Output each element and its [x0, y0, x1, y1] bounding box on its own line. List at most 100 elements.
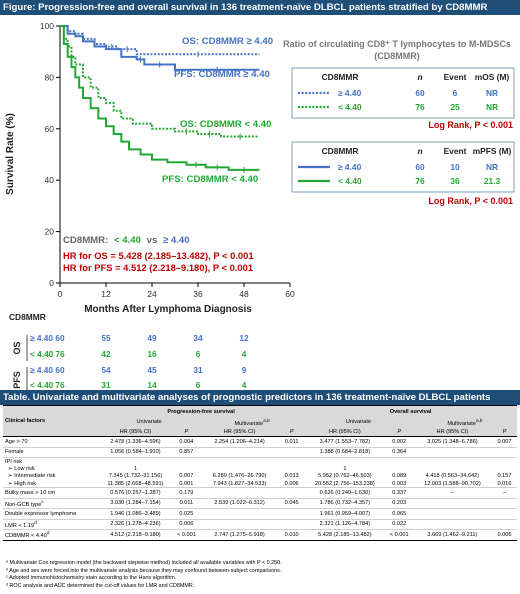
value-cell: 0.016	[492, 480, 517, 489]
value-cell: 1.961 (0.959–4.007)	[304, 508, 386, 520]
legend-cell: 76	[415, 176, 425, 186]
value-cell	[492, 498, 517, 510]
factor-cell: Bulky mass > 10 cm	[3, 487, 99, 499]
legend-cell: NR	[486, 102, 498, 112]
footnote: ᵃ Multivariate Cox regression model (the…	[6, 560, 282, 566]
at-risk-count: 76	[55, 349, 65, 359]
factor-cell: Female	[3, 447, 99, 459]
at-risk-count: 9	[242, 365, 247, 375]
figure-title: Figure: Progression-free and overall sur…	[0, 0, 520, 15]
value-cell	[386, 458, 413, 466]
factor-cell: Non-GCB typec	[3, 498, 99, 510]
value-cell: 0.337	[385, 487, 413, 499]
km-curve-2	[60, 25, 260, 138]
at-risk-count: 4	[242, 349, 247, 359]
value-cell: 7.943 (1.827–34.533)	[199, 480, 280, 489]
th-analysis: Univariate	[98, 418, 200, 428]
value-cell	[173, 458, 200, 466]
at-risk-count: 6	[196, 380, 201, 390]
th-p: P	[385, 427, 413, 438]
value-cell: 3.669 (1.462–9.211)	[412, 529, 493, 541]
at-risk-count: 60	[55, 333, 65, 343]
th-hr: HR (95% CI)	[412, 427, 493, 438]
value-cell: < 0.001	[385, 529, 413, 541]
factor-cell: Double expressor lymphoma	[3, 508, 99, 520]
legend-header: n	[417, 146, 422, 156]
y-tick-label: 100	[40, 21, 54, 31]
value-cell	[492, 447, 517, 459]
value-cell	[492, 458, 517, 466]
factor-cell: LMR < 1.19d	[3, 519, 99, 531]
value-cell: 3.030 (1.284–7.154)	[98, 498, 173, 510]
km-curve-3	[60, 25, 260, 171]
pfs-legend: CD8MMR n Event mPFS (M) ≥ 4.40 60 10 NR < 4.40 76…	[291, 141, 515, 206]
th-p: P	[172, 427, 200, 438]
value-cell: 0.006	[492, 529, 517, 541]
value-cell	[386, 465, 413, 473]
value-cell: 1.056 (0.584–1.910)	[98, 447, 173, 459]
th-p: P	[492, 427, 517, 438]
pfs-log-rank: Log Rank, P < 0.001	[428, 196, 513, 206]
value-cell	[279, 447, 305, 459]
value-cell: 0.089	[392, 473, 407, 480]
legend-row-label: < 4.40	[338, 102, 362, 112]
table-row: Bulky mass > 10 cm 0.576 (0.257–1.287) 0.1…	[3, 487, 517, 499]
legend-row-label: < 4.40	[338, 176, 362, 186]
analysis-table: Clinical factors Progression-free surviv…	[3, 404, 517, 541]
th-analysis: Univariate	[304, 418, 413, 428]
value-cell: 2.254 (1.206–4.214)	[199, 436, 280, 448]
th-factor: Clinical factors	[3, 404, 99, 438]
value-cell: 2.747 (1.275–5.918)	[199, 529, 280, 541]
table-row: Double expressor lymphoma 1.946 (1.086–3.…	[3, 508, 517, 520]
th-analysis: Multivariatea,b	[199, 418, 305, 428]
at-risk-count: 4	[242, 380, 247, 390]
value-cell: 0.857	[172, 447, 200, 459]
x-tick-label: 60	[285, 289, 295, 299]
legend-header: CD8MMR	[322, 72, 359, 82]
x-tick-label: 12	[101, 289, 111, 299]
os-high-label: OS: CD8MMR ≥ 4.40	[182, 36, 273, 47]
value-cell: 0.003	[385, 480, 413, 489]
th-p: P	[279, 427, 305, 438]
value-cell	[279, 487, 305, 499]
table-row: LMR < 1.19d 2.326 (1.278–4.236) 0.006 2.321…	[3, 519, 517, 531]
value-cell	[492, 465, 517, 473]
legend-cell: NR	[486, 88, 498, 98]
legend-header: mOS (M)	[475, 72, 510, 82]
value-cell: 0.576 (0.257–1.287)	[98, 487, 173, 499]
value-cell	[199, 447, 280, 459]
table-row: CD8MMR < 4.40d 4.512 (2.218–9.180) < 0.001…	[3, 529, 517, 541]
value-cell: 20.552 (2.756–153.238)	[304, 480, 386, 489]
value-cell	[199, 487, 280, 499]
at-risk-pfs-label: PFS	[12, 371, 22, 389]
legend-cell: 60	[415, 88, 425, 98]
os-low-label: OS: CD8MMR < 4.40	[180, 119, 271, 130]
footnote: ᶜ Adopted immunohistochemistry stain acc…	[6, 575, 177, 582]
legend-cell: 25	[450, 102, 460, 112]
table-row: IPI risk	[3, 458, 517, 466]
value-cell: 1	[133, 465, 138, 472]
os-log-rank: Log Rank, P < 0.001	[428, 120, 513, 130]
value-cell: 0.004	[172, 436, 200, 448]
x-tick-label: 0	[58, 289, 63, 299]
km-figure: 0 20 40 60 80 100 0 12 24 36 48 60 Survival Rate (…	[5, 21, 515, 390]
value-cell: 0.157	[497, 473, 512, 480]
value-cell: 2.321 (1.126–4.784)	[304, 519, 386, 531]
value-cell: 3.477 (1.553–7.782)	[304, 436, 386, 448]
y-tick-label: 80	[45, 72, 55, 82]
group-prefix: CD8MMR:	[63, 235, 108, 246]
value-cell	[413, 465, 492, 473]
factor-cell: ➢ Intermediate risk	[8, 473, 56, 480]
at-risk-count: 60	[55, 365, 65, 375]
legend-cell: 21.3	[484, 176, 501, 186]
value-cell	[279, 519, 305, 531]
y-tick-label: 0	[49, 278, 54, 288]
table-title: Table. Univariate and multivariate analy…	[0, 390, 520, 405]
value-cell: –	[412, 487, 493, 499]
legend-title-line2: (CD8MMR)	[374, 51, 420, 61]
value-cell: 0.025	[172, 508, 200, 520]
value-cell	[492, 508, 517, 520]
at-risk-count: 42	[101, 349, 111, 359]
value-cell: 0.065	[385, 508, 413, 520]
value-cell: 1.388 (0.684–2.818)	[304, 447, 386, 459]
